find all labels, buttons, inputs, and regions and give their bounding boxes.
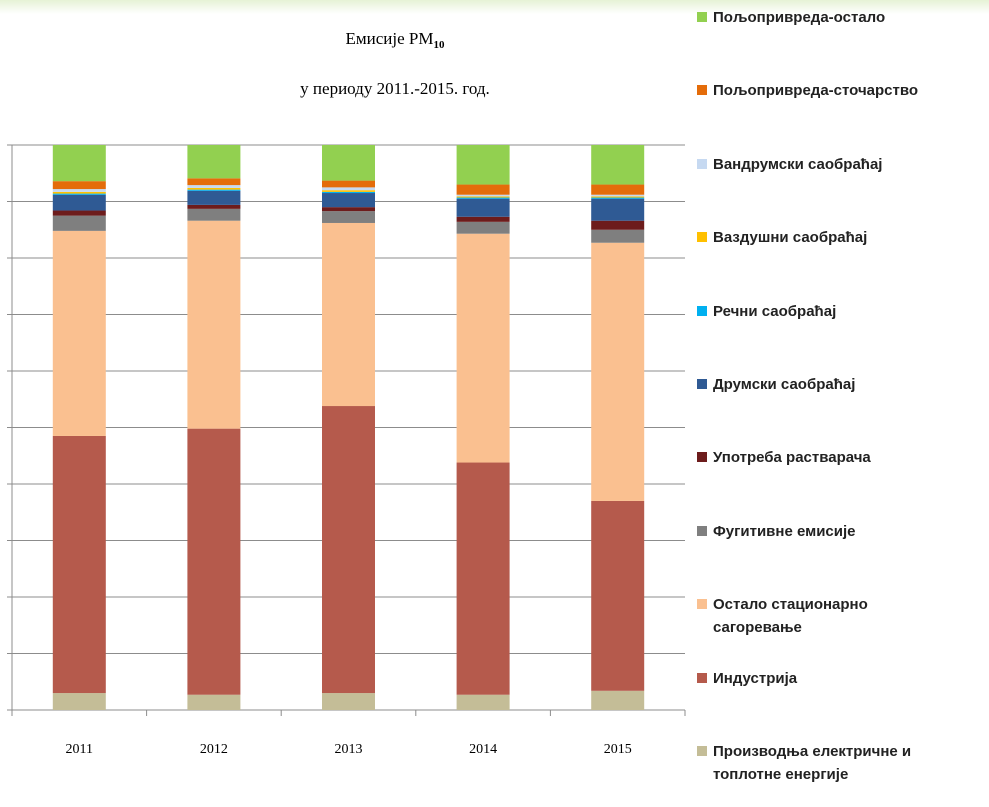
bar-segment bbox=[322, 207, 375, 212]
bar-segment bbox=[456, 221, 510, 234]
legend-swatch bbox=[697, 85, 707, 96]
bar-segment bbox=[187, 428, 241, 695]
bar-segment bbox=[591, 145, 645, 185]
bar-segment bbox=[591, 196, 645, 198]
legend-item: Фугитивне емисије bbox=[697, 520, 967, 543]
bar-segment bbox=[52, 693, 106, 710]
legend-swatch bbox=[697, 599, 707, 610]
bar-segment bbox=[456, 694, 510, 710]
bar-segment bbox=[187, 208, 241, 221]
bar-segment bbox=[322, 180, 375, 188]
x-tick-label: 2011 bbox=[66, 742, 93, 757]
legend-label: Ваздушни саобраћај bbox=[713, 229, 868, 247]
legend-item: Ваздушни саобраћај bbox=[697, 226, 967, 249]
bar-segment bbox=[52, 193, 106, 195]
x-tick-label: 2015 bbox=[604, 742, 632, 757]
bar-segment bbox=[322, 222, 375, 407]
bar-segment bbox=[187, 178, 241, 186]
legend-label: Фугитивне емисије bbox=[713, 522, 856, 540]
bar-segment bbox=[591, 194, 645, 197]
legend-item: Пољопривреда-остало bbox=[697, 6, 967, 29]
legend-label: Речни саобраћај bbox=[713, 302, 837, 320]
legend-item: Индустрија bbox=[697, 667, 967, 690]
legend-swatch bbox=[697, 746, 707, 756]
bar-segment bbox=[187, 145, 241, 179]
bar-segment bbox=[52, 145, 106, 182]
bar-segment bbox=[591, 184, 645, 195]
bar-segment bbox=[187, 694, 241, 710]
bar-segment bbox=[322, 190, 375, 192]
bar-segment bbox=[52, 191, 106, 194]
bar-segment bbox=[187, 220, 241, 429]
chart-title: Емисије PM10 bbox=[346, 29, 445, 51]
bar-segment bbox=[187, 187, 241, 190]
legend-item: Друмски саобраћај bbox=[697, 373, 967, 396]
bar-segment bbox=[456, 145, 510, 185]
bar-segment bbox=[52, 189, 106, 192]
legend-swatch bbox=[697, 232, 707, 243]
bar-segment bbox=[52, 215, 106, 231]
bar-segment bbox=[591, 229, 645, 243]
bar-segment bbox=[322, 211, 375, 223]
legend-label: Друмски саобраћај bbox=[713, 376, 856, 393]
legend-item: Употреба растварача bbox=[697, 446, 967, 469]
x-tick-label: 2013 bbox=[335, 742, 363, 757]
bar-segment bbox=[456, 197, 510, 199]
bar-segment bbox=[591, 198, 645, 221]
bar-segment bbox=[456, 196, 510, 198]
bar-segment bbox=[52, 181, 106, 190]
bar-segment bbox=[322, 406, 375, 694]
bar-segment bbox=[187, 185, 241, 188]
legend-item: Производња електричне и топлотне енергиј… bbox=[697, 740, 967, 786]
bar-segment bbox=[52, 194, 106, 211]
legend-swatch bbox=[697, 12, 707, 22]
legend-label: Вандрумски саобраћај bbox=[713, 155, 883, 173]
legend-item: Остало стационарно сагоревање bbox=[697, 593, 967, 639]
legend-swatch bbox=[697, 452, 707, 463]
legend-label: Пољопривреда-сточарство bbox=[713, 82, 919, 100]
legend-item: Пољопривреда-сточарство bbox=[697, 79, 967, 102]
legend-label: Пољопривреда-остало bbox=[713, 9, 886, 26]
legend-swatch bbox=[697, 158, 707, 169]
bar-segment bbox=[52, 435, 106, 694]
bar-segment bbox=[591, 500, 645, 691]
bar-segment bbox=[187, 204, 241, 209]
legend-swatch bbox=[697, 672, 707, 683]
legend-label: Индустрија bbox=[713, 669, 798, 687]
x-tick-label: 2014 bbox=[469, 742, 497, 757]
title-subscript: 10 bbox=[433, 39, 445, 51]
bar-segment bbox=[456, 216, 510, 222]
legend-item: Вандрумски саобраћај bbox=[697, 153, 967, 176]
bar-segment bbox=[52, 210, 106, 216]
bar-segment bbox=[52, 230, 106, 436]
bar-segment bbox=[456, 233, 510, 463]
x-tick-label: 2012 bbox=[200, 742, 228, 757]
legend-swatch bbox=[697, 305, 707, 316]
title-main: Емисије PM bbox=[346, 29, 434, 48]
legend-swatch bbox=[697, 379, 707, 389]
bar-segment bbox=[322, 693, 375, 710]
bar-segment bbox=[591, 242, 645, 501]
bar-segment bbox=[591, 197, 645, 199]
bar-segment bbox=[322, 145, 375, 181]
bar-segment bbox=[322, 191, 375, 194]
bar-segment bbox=[322, 187, 375, 191]
bar-segment bbox=[591, 220, 645, 230]
bar-segment bbox=[456, 462, 510, 695]
legend-swatch bbox=[697, 525, 707, 536]
bar-segment bbox=[456, 198, 510, 217]
bar-segment bbox=[322, 193, 375, 208]
bar-segment bbox=[456, 194, 510, 197]
bar-segment bbox=[187, 190, 241, 205]
bar-segment bbox=[187, 189, 241, 191]
legend-item: Речни саобраћај bbox=[697, 300, 967, 323]
bar-segment bbox=[591, 690, 645, 710]
bar-segment bbox=[456, 184, 510, 195]
chart-subtitle: у периоду 2011.-2015. год. bbox=[300, 79, 490, 98]
legend-label: Употреба растварача bbox=[713, 449, 871, 467]
legend-label: Остало стационарно сагоревање bbox=[713, 596, 868, 637]
legend-label: Производња електричне и топлотне енергиј… bbox=[713, 743, 912, 783]
